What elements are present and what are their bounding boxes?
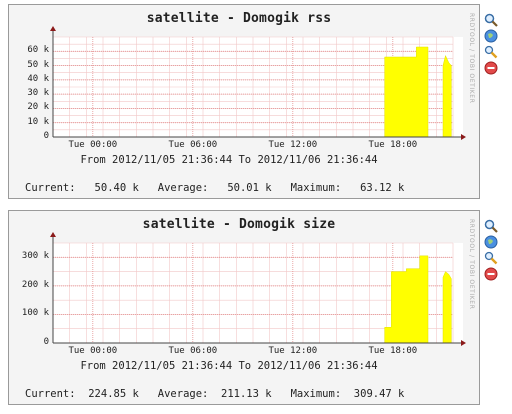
remove-icon[interactable] — [484, 266, 498, 281]
x-tick-label: Tue 06:00 — [168, 140, 218, 150]
size-chart — [50, 232, 466, 346]
maximum-value: 309.47 k — [353, 388, 405, 400]
x-tick-label: Tue 00:00 — [68, 346, 118, 356]
average-label: Average: — [157, 182, 209, 194]
maximum-value: 63.12 k — [360, 182, 405, 194]
y-tick-label: 100 k — [21, 308, 49, 319]
stats-line: Current: 50.40 k Average: 50.01 k Maximu… — [25, 182, 404, 194]
rss-graph-panel: satellite - Domogik rss 0 10 k 20 k 30 k 40 … — [8, 4, 480, 199]
current-label: Current: — [25, 182, 76, 194]
y-axis-arrow — [50, 232, 56, 237]
size-graph-panel: satellite - Domogik size 0 100 k 200 k 300 … — [8, 210, 480, 405]
x-tick-label: Tue 12:00 — [268, 140, 318, 150]
y-tick-label: 300 k — [21, 251, 49, 262]
y-tick-label: 50 k — [27, 59, 49, 70]
rss-chart — [50, 26, 466, 140]
rrdtool-credit: RRDTOOL / TOBI OETIKER — [468, 219, 475, 310]
y-tick-label: 10 k — [27, 116, 49, 127]
y-tick-label: 30 k — [27, 88, 49, 99]
y-axis-arrow — [50, 26, 56, 31]
remove-icon[interactable] — [484, 60, 498, 75]
magnifier-edit-icon[interactable] — [484, 44, 498, 59]
graph-title: satellite - Domogik size — [142, 217, 336, 232]
data-area — [384, 255, 429, 344]
y-tick-label: 200 k — [21, 279, 49, 290]
x-tick-label: Tue 00:00 — [68, 140, 118, 150]
current-value: 50.40 k — [94, 182, 139, 194]
magnifier-edit-icon[interactable] — [484, 250, 498, 265]
graph-title: satellite - Domogik rss — [146, 11, 332, 26]
data-area — [384, 46, 429, 138]
y-tick-label: 0 — [43, 131, 49, 141]
time-range-text: From 2012/11/05 21:36:44 To 2012/11/06 2… — [80, 154, 378, 166]
plot-area: 0 10 k 20 k 30 k 40 k 50 k 60 k Tue 00:00 Tue 06… — [27, 26, 466, 150]
average-label: Average: — [157, 388, 209, 400]
maximum-label: Maximum: — [290, 182, 342, 194]
data-area — [442, 54, 452, 138]
time-range-text: From 2012/11/05 21:36:44 To 2012/11/06 2… — [80, 360, 378, 372]
zoom-icon[interactable] — [484, 12, 498, 27]
current-value: 224.85 k — [88, 388, 139, 400]
stats-line: Current: 224.85 k Average: 211.13 k Maxi… — [25, 388, 404, 400]
current-label: Current: — [25, 388, 76, 400]
average-value: 211.13 k — [221, 388, 272, 400]
zoom-icon[interactable] — [484, 218, 498, 233]
rrdtool-credit: RRDTOOL / TOBI OETIKER — [468, 13, 475, 104]
globe-icon[interactable] — [484, 28, 498, 43]
x-axis-arrow — [461, 340, 466, 346]
average-value: 50.01 k — [227, 182, 272, 194]
y-tick-label: 0 — [43, 337, 49, 347]
maximum-label: Maximum: — [290, 388, 342, 400]
y-tick-label: 20 k — [27, 102, 49, 113]
x-tick-label: Tue 06:00 — [168, 346, 218, 356]
x-axis-arrow — [461, 134, 466, 140]
plot-area: 0 100 k 200 k 300 k Tue 00:00 Tue 06:00 Tue 12… — [22, 232, 466, 356]
y-tick-label: 60 k — [27, 45, 49, 56]
y-tick-label: 40 k — [27, 73, 49, 84]
x-tick-label: Tue 18:00 — [368, 140, 418, 150]
data-area — [442, 271, 452, 344]
globe-icon[interactable] — [484, 234, 498, 249]
x-tick-label: Tue 18:00 — [368, 346, 418, 356]
x-tick-label: Tue 12:00 — [268, 346, 318, 356]
